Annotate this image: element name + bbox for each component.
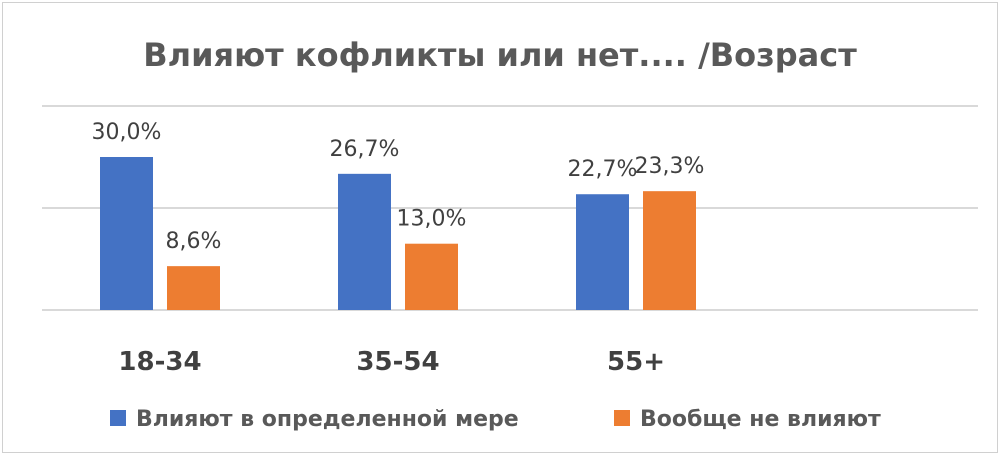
data-label: 23,3%	[635, 154, 705, 179]
data-label: 30,0%	[92, 120, 162, 145]
chart-title: Влияют кофликты или нет.... /Возраст	[143, 36, 857, 74]
category-label: 18-34	[118, 347, 201, 377]
data-label: 22,7%	[568, 157, 638, 182]
bar	[643, 191, 696, 310]
legend-label: Влияют в определенной мере	[136, 407, 519, 432]
data-label: 26,7%	[330, 137, 400, 162]
bars	[100, 157, 696, 310]
legend-swatch	[614, 410, 630, 426]
data-labels: 30,0% 8,6% 26,7% 13,0% 22,7%23,3%	[92, 120, 705, 254]
category-label: 35-54	[356, 347, 439, 377]
category-label: 55+	[607, 347, 665, 377]
data-label: 13,0%	[397, 207, 467, 232]
legend-swatch	[110, 410, 126, 426]
legend-label: Вообще не влияют	[640, 407, 881, 432]
bar	[405, 243, 458, 310]
legend: Влияют в определенной мере Вообще не влия…	[110, 407, 881, 432]
category-labels: 18-34 35-54 55+	[118, 347, 665, 377]
bar	[100, 157, 153, 310]
bar	[338, 173, 391, 310]
bar	[576, 194, 629, 310]
data-label: 8,6%	[166, 229, 222, 254]
bar	[167, 266, 220, 310]
